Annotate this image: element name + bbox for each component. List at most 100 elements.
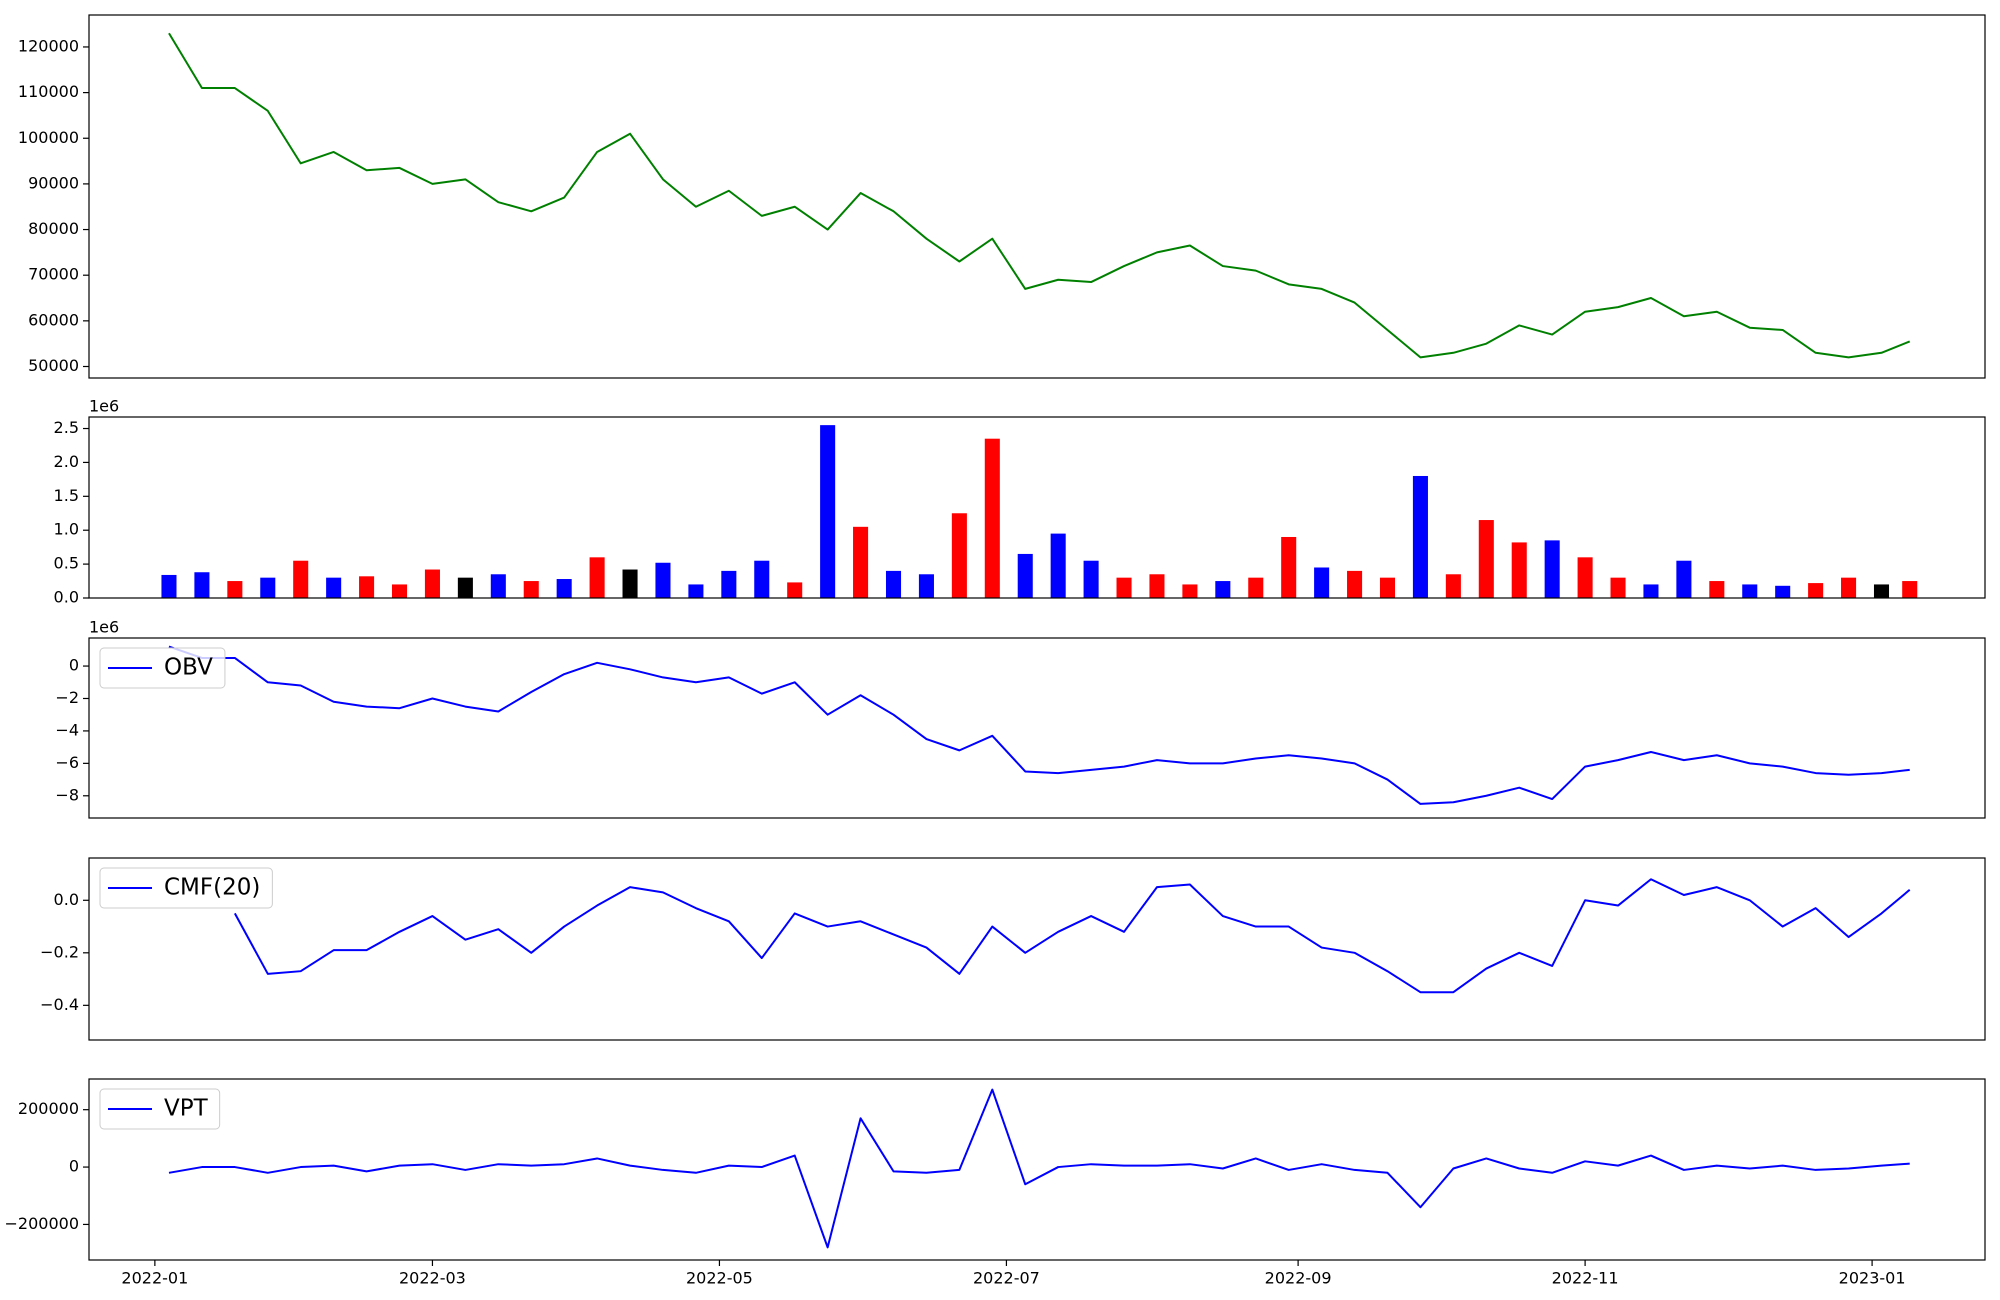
plot-frame <box>88 637 1986 819</box>
volume-bar <box>1149 574 1165 598</box>
y-tick-label: −8 <box>55 785 79 804</box>
volume-bar <box>1775 585 1791 598</box>
y-tick-label: 100000 <box>18 128 79 147</box>
y-tick-label: −0.4 <box>40 995 79 1014</box>
volume-bar <box>885 570 902 598</box>
panel: 200000 0 −200000 2022-01 2022-03 2022-05 2022-… <box>5 1078 1986 1288</box>
axis-offset: 1e6 <box>89 397 119 416</box>
volume-bar <box>1314 567 1330 598</box>
panel: 0 −2 −4 −6 −8 1e6 OBV <box>55 618 1986 819</box>
y-tick-label: 50000 <box>28 356 79 375</box>
legend-label: VPT <box>164 1096 209 1122</box>
y-tick-label: 110000 <box>18 82 79 101</box>
panel: 50000 60000 70000 80000 90000 100000 110000 120… <box>18 14 1986 379</box>
x-tick-label: 2022-01 <box>121 1269 188 1288</box>
panel: 0.0 −0.2 −0.4 CMF(20) <box>40 857 1986 1041</box>
y-tick-label: 200000 <box>18 1099 79 1118</box>
volume-bar <box>787 582 803 598</box>
legend-box <box>99 1088 221 1130</box>
legend-box <box>99 647 226 689</box>
volume-bar <box>1709 581 1725 598</box>
volume-bar <box>1347 570 1363 598</box>
volume-bar <box>1511 542 1527 598</box>
volume-bar <box>1379 577 1396 598</box>
y-tick-label: 0 <box>69 656 79 675</box>
volume-bar <box>457 577 473 598</box>
volume-bar <box>1050 533 1066 598</box>
volume-bar <box>490 574 506 598</box>
volume-bar <box>194 572 210 598</box>
legend: VPT <box>99 1088 221 1130</box>
volume-bar <box>1182 584 1198 598</box>
volume-bar <box>655 562 671 598</box>
legend-box <box>99 867 273 909</box>
plot-frame <box>88 14 1986 379</box>
y-tick-label: 60000 <box>28 310 79 329</box>
volume-bar <box>1281 536 1297 598</box>
y-tick-label: −2 <box>55 688 79 707</box>
legend: OBV <box>99 647 226 689</box>
volume-bar <box>589 557 605 598</box>
volume-bar <box>1643 584 1659 598</box>
volume-bar <box>1116 577 1132 598</box>
line-series <box>168 32 1911 359</box>
volume-bar <box>1610 577 1626 598</box>
volume-bar <box>688 584 704 598</box>
axis-offset: 1e6 <box>89 618 119 637</box>
volume-bar <box>754 560 770 598</box>
volume-bar <box>523 581 539 598</box>
y-tick-label: 2.0 <box>54 452 79 471</box>
volume-bar <box>1808 583 1824 598</box>
volume-bar <box>1083 560 1099 598</box>
plot-frame <box>88 857 1986 1041</box>
volume-bar <box>227 581 243 598</box>
x-tick-label: 2023-01 <box>1839 1269 1906 1288</box>
volume-bar <box>951 513 967 598</box>
line-series <box>233 878 1911 994</box>
volume-bar <box>424 569 440 598</box>
x-tick-label: 2022-11 <box>1552 1269 1619 1288</box>
volume-bar <box>326 577 342 598</box>
volume-bar <box>260 577 276 598</box>
volume-bar <box>1577 557 1593 598</box>
y-tick-label: 80000 <box>28 219 79 238</box>
y-tick-label: −4 <box>55 720 79 739</box>
y-tick-label: 70000 <box>28 265 79 284</box>
volume-bar <box>918 574 934 598</box>
x-tick-label: 2022-07 <box>973 1269 1040 1288</box>
legend-label: CMF(20) <box>164 875 260 901</box>
y-tick-label: 0.0 <box>54 890 79 909</box>
y-tick-label: −200000 <box>5 1214 79 1233</box>
y-tick-label: 1.5 <box>54 486 79 505</box>
volume-bar <box>721 570 737 598</box>
y-tick-label: 0.5 <box>54 554 79 573</box>
volume-bar <box>1676 560 1692 598</box>
volume-bar <box>1742 584 1758 598</box>
volume-bar <box>1478 520 1494 598</box>
volume-bar <box>293 560 309 598</box>
y-tick-label: 1.0 <box>54 520 79 539</box>
y-tick-label: 0.0 <box>54 588 79 607</box>
volume-bar <box>853 526 869 598</box>
volume-bar <box>1017 553 1033 598</box>
y-tick-label: 120000 <box>18 36 79 55</box>
line-series <box>168 645 1910 805</box>
panel: 0.0 0.5 1.0 1.5 2.0 2.5 1e6 <box>54 397 1986 607</box>
volume-bar <box>1841 577 1857 598</box>
plot-frame <box>88 416 1986 599</box>
plot-frame <box>88 1078 1986 1261</box>
y-tick-label: 0 <box>69 1157 79 1176</box>
y-tick-label: 2.5 <box>54 418 79 437</box>
volume-bar <box>391 584 408 598</box>
volume-bar <box>820 425 836 598</box>
volume-bar <box>1412 475 1428 598</box>
volume-bar <box>1248 577 1264 598</box>
volume-bar <box>984 438 1000 598</box>
volume-bar <box>359 576 375 598</box>
x-tick-label: 2022-09 <box>1265 1269 1332 1288</box>
volume-bar <box>1902 581 1918 598</box>
y-tick-label: 90000 <box>28 173 79 192</box>
x-tick-label: 2022-03 <box>399 1269 466 1288</box>
legend-label: OBV <box>164 655 213 681</box>
